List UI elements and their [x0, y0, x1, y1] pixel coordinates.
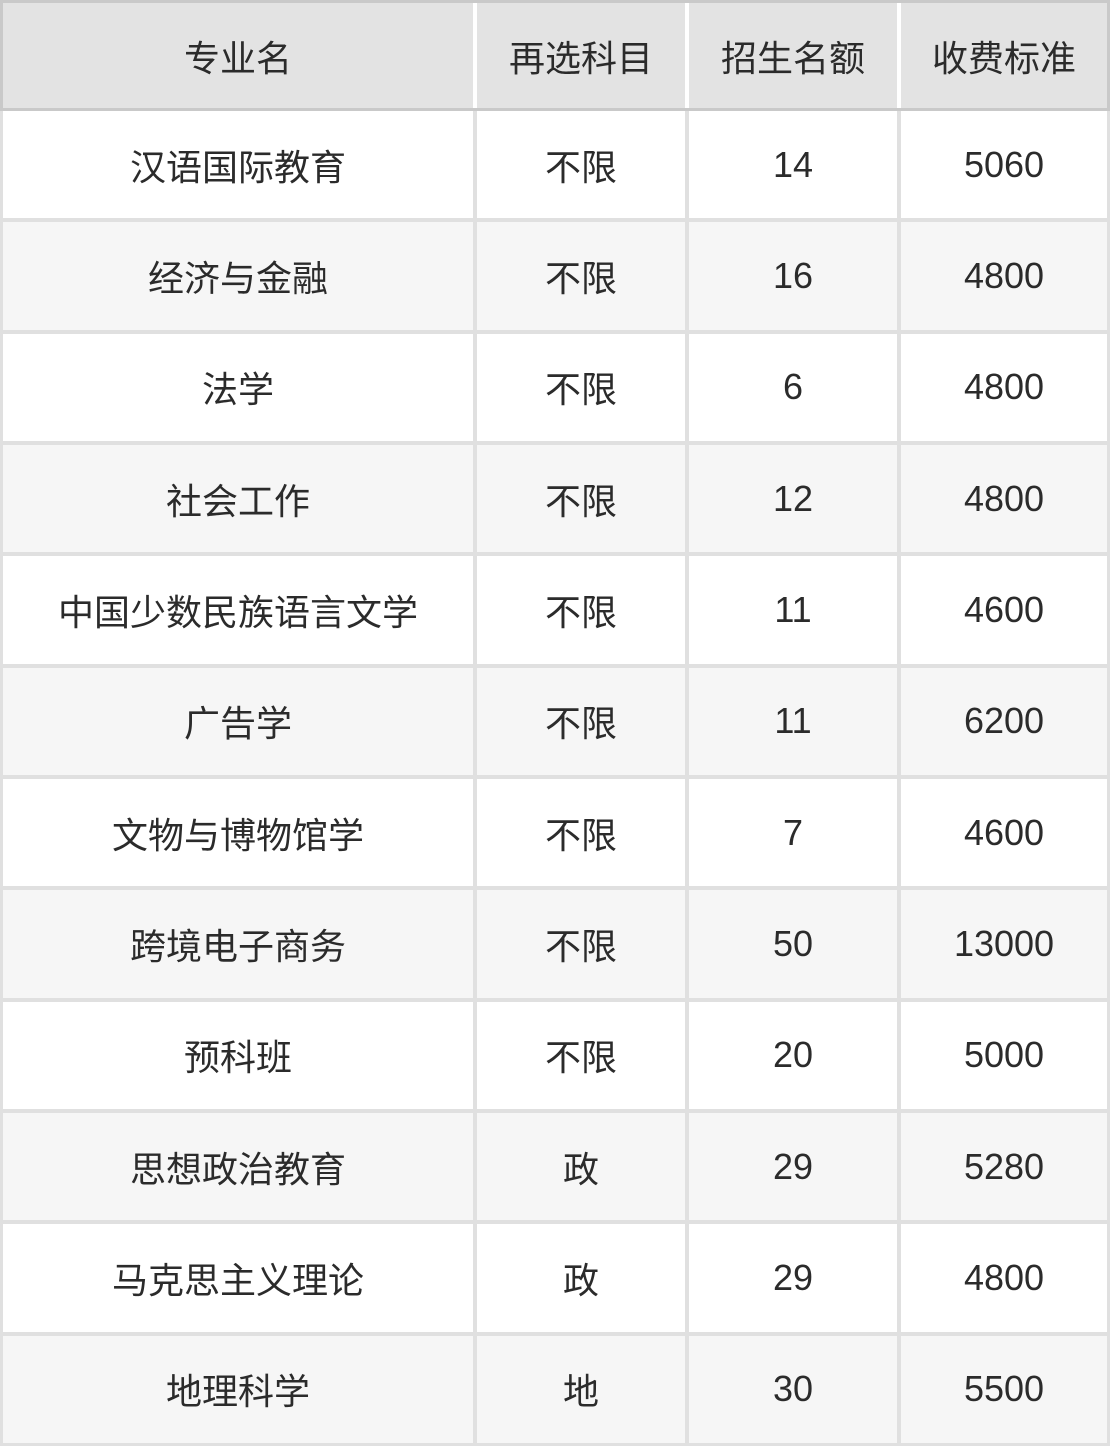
major-cell: 经济与金融 [3, 222, 473, 330]
subject-cell: 不限 [477, 667, 685, 775]
subject-cell: 不限 [477, 779, 685, 887]
quota-cell: 30 [689, 1335, 897, 1443]
column-header-subject: 再选科目 [477, 3, 685, 108]
column-header-fee: 收费标准 [901, 3, 1107, 108]
major-cell: 跨境电子商务 [3, 890, 473, 998]
subject-cell: 不限 [477, 445, 685, 553]
subject-cell: 不限 [477, 556, 685, 664]
major-cell: 中国少数民族语言文学 [3, 556, 473, 664]
quota-cell: 11 [689, 556, 897, 664]
major-cell: 思想政治教育 [3, 1113, 473, 1221]
subject-cell: 不限 [477, 111, 685, 219]
quota-cell: 7 [689, 779, 897, 887]
fee-cell: 4600 [901, 556, 1107, 664]
major-cell: 地理科学 [3, 1335, 473, 1443]
fee-cell: 4800 [901, 222, 1107, 330]
quota-cell: 50 [689, 890, 897, 998]
quota-cell: 11 [689, 667, 897, 775]
subject-cell: 政 [477, 1113, 685, 1221]
quota-cell: 6 [689, 333, 897, 441]
subject-cell: 不限 [477, 890, 685, 998]
major-cell: 社会工作 [3, 445, 473, 553]
quota-cell: 20 [689, 1001, 897, 1109]
fee-cell: 5000 [901, 1001, 1107, 1109]
fee-cell: 4800 [901, 445, 1107, 553]
fee-cell: 5280 [901, 1113, 1107, 1221]
fee-cell: 4600 [901, 779, 1107, 887]
major-cell: 广告学 [3, 667, 473, 775]
fee-cell: 13000 [901, 890, 1107, 998]
quota-cell: 12 [689, 445, 897, 553]
major-cell: 预科班 [3, 1001, 473, 1109]
column-header-quota: 招生名额 [689, 3, 897, 108]
quota-cell: 29 [689, 1224, 897, 1332]
quota-cell: 16 [689, 222, 897, 330]
fee-cell: 6200 [901, 667, 1107, 775]
subject-cell: 不限 [477, 222, 685, 330]
major-cell: 法学 [3, 333, 473, 441]
major-cell: 汉语国际教育 [3, 111, 473, 219]
quota-cell: 29 [689, 1113, 897, 1221]
subject-cell: 不限 [477, 333, 685, 441]
table-body: 汉语国际教育 不限 14 5060 经济与金融 不限 16 4800 法学 不限… [0, 111, 1110, 1446]
major-cell: 文物与博物馆学 [3, 779, 473, 887]
table-header-row: 专业名 再选科目 招生名额 收费标准 [0, 0, 1110, 111]
fee-cell: 4800 [901, 333, 1107, 441]
quota-cell: 14 [689, 111, 897, 219]
subject-cell: 地 [477, 1335, 685, 1443]
major-cell: 马克思主义理论 [3, 1224, 473, 1332]
fee-cell: 5500 [901, 1335, 1107, 1443]
fee-cell: 5060 [901, 111, 1107, 219]
subject-cell: 不限 [477, 1001, 685, 1109]
column-header-major: 专业名 [3, 3, 473, 108]
fee-cell: 4800 [901, 1224, 1107, 1332]
subject-cell: 政 [477, 1224, 685, 1332]
